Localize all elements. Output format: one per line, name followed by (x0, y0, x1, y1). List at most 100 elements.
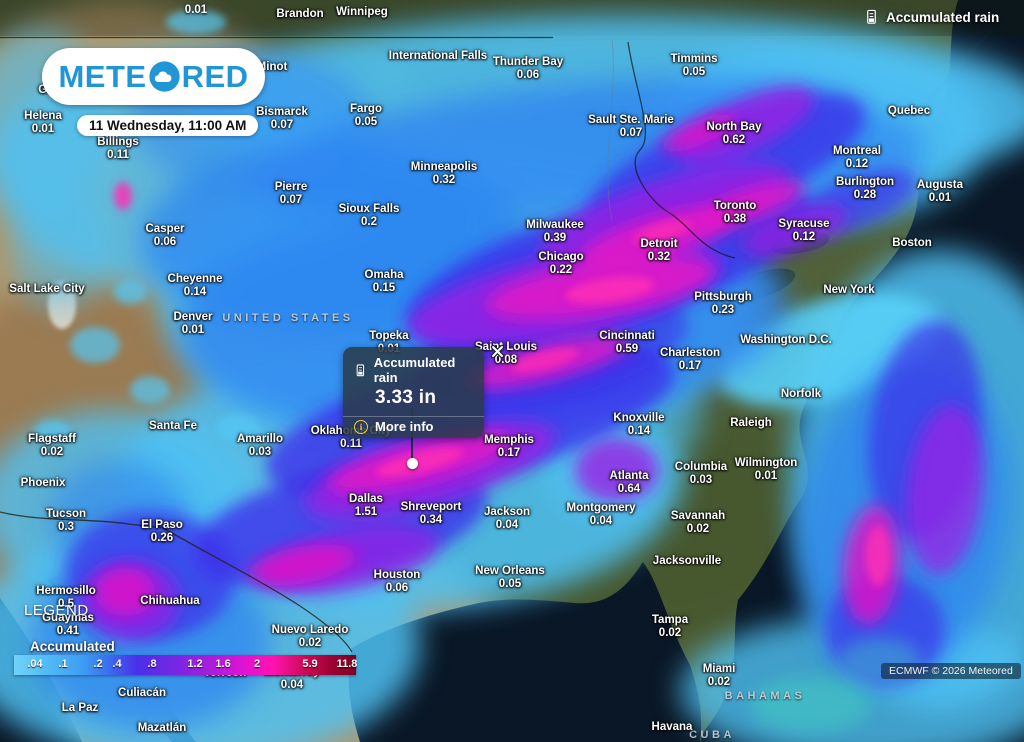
city-label: Bismarck 0.07 (256, 106, 308, 131)
city-name: Casper (145, 223, 185, 235)
timestamp-badge: 11 Wednesday, 11:00 AM (77, 115, 259, 136)
meteored-logo[interactable]: METE RED (42, 48, 265, 105)
city-name: Boston (892, 237, 932, 249)
selected-point-marker[interactable] (406, 457, 418, 469)
city-rain-value: 0.05 (498, 577, 522, 590)
city-label: Miami 0.02 (703, 663, 736, 688)
city-name: Denver (173, 311, 213, 323)
city-label: Billings 0.11 (97, 136, 139, 161)
country-label: BAHAMAS (724, 690, 806, 702)
legend-tick: .2 (93, 658, 103, 670)
layer-indicator[interactable]: Accumulated rain (864, 9, 999, 25)
city-name: Topeka (369, 330, 409, 342)
city-name: North Bay (706, 121, 762, 133)
city-label: Shreveport 0.34 (401, 501, 462, 526)
rain-value: 0.01 (184, 4, 208, 16)
city-label: Quebec (888, 105, 930, 118)
cursor-icon (490, 344, 505, 359)
city-rain-value: 0.06 (385, 581, 409, 594)
city-label: Cincinnati 0.59 (599, 330, 655, 355)
city-name: La Paz (61, 702, 99, 714)
city-name: Norfolk (780, 388, 822, 400)
city-rain-value: 0.12 (792, 230, 816, 243)
more-info-button[interactable]: i More info (343, 416, 484, 438)
city-name: Atlanta (609, 470, 649, 482)
city-label: North Bay 0.62 (707, 121, 762, 146)
city-name: Savannah (670, 510, 726, 522)
city-label: Casper 0.06 (146, 223, 185, 248)
city-name: Houston (373, 569, 421, 581)
city-rain-value: 0.26 (150, 531, 174, 544)
city-label: Tampa 0.02 (652, 614, 688, 639)
legend-tick: .4 (112, 658, 122, 670)
city-name: Raleigh (730, 417, 772, 429)
city-name: Omaha (364, 269, 404, 281)
city-name: Sault Ste. Marie (588, 114, 674, 126)
city-rain-value: 0.17 (678, 359, 702, 372)
tooltip-main: Accumulated rain 3.33 in (343, 347, 484, 416)
city-label: Flagstaff 0.02 (28, 433, 76, 458)
city-rain-value: 0.07 (270, 118, 294, 131)
city-label: Charleston 0.17 (660, 347, 720, 372)
city-name: Thunder Bay (492, 56, 564, 68)
city-label: Sioux Falls 0.2 (339, 203, 400, 228)
city-name: Sioux Falls (338, 203, 400, 215)
city-rain-value: 0.17 (497, 446, 521, 459)
legend-heading: LEGEND (24, 602, 89, 619)
city-name: New Orleans (475, 565, 545, 577)
city-name: Saint Louis (475, 341, 537, 353)
city-name: Pierre (274, 181, 308, 193)
city-label: Burlington 0.28 (836, 176, 894, 201)
city-name: Toronto (713, 200, 757, 212)
city-label: Minneapolis 0.32 (411, 161, 477, 186)
city-name: Wilmington (734, 457, 798, 469)
city-label: Savannah 0.02 (671, 510, 725, 535)
city-rain-value: 1.51 (354, 505, 378, 518)
legend-tick: .8 (147, 658, 157, 670)
city-label: Memphis 0.17 (484, 434, 534, 459)
city-label: La Paz (62, 702, 98, 715)
logo-cloud-icon (148, 61, 180, 92)
city-rain-value: 0.02 (40, 445, 64, 458)
city-rain-value: 0.02 (686, 522, 710, 535)
city-label: Denver 0.01 (174, 311, 213, 336)
city-label: Nuevo Laredo 0.02 (272, 624, 349, 649)
city-label: Chicago 0.22 (538, 251, 583, 276)
city-label: Syracuse 0.12 (778, 218, 829, 243)
city-label: Washington D.C. (740, 334, 832, 347)
city-rain-value: 0.15 (372, 281, 396, 294)
city-rain-value: 0.32 (432, 173, 456, 186)
city-rain-value: 0.07 (279, 193, 303, 206)
city-rain-value: 0.32 (647, 250, 671, 263)
city-name: Winnipeg (336, 6, 388, 18)
city-name: Mazatlán (137, 722, 187, 734)
city-name: International Falls (388, 50, 488, 62)
city-name: Tampa (651, 614, 689, 626)
legend-color-bar: .04 .1 .2 .4 .8 1.2 1.6 2 5.9 11.8 (14, 655, 357, 675)
city-rain-value: 0.11 (107, 148, 129, 161)
city-rain-value: 0.04 (495, 518, 519, 531)
city-rain-value: 0.04 (280, 678, 304, 691)
city-name: Charleston (659, 347, 721, 359)
city-label: Columbia 0.03 (675, 461, 727, 486)
city-name: Memphis (484, 434, 534, 446)
city-name: Hermosillo (36, 585, 96, 597)
city-rain-value: 0.3 (57, 520, 74, 533)
city-name: Billings (97, 136, 139, 148)
city-label: Montreal 0.12 (833, 145, 881, 170)
city-label: New York (823, 284, 874, 297)
city-rain-value: 0.39 (543, 231, 567, 244)
city-label: El Paso 0.26 (141, 519, 183, 544)
city-name: Helena (24, 110, 62, 122)
map-tooltip: Accumulated rain 3.33 in i More info (343, 347, 484, 438)
city-name: Jacksonville (652, 555, 722, 567)
city-name: Jackson (483, 506, 531, 518)
city-rain-value: 0.01 (754, 469, 778, 482)
city-label: Mazatlán (138, 722, 187, 735)
city-label: Helena 0.01 (24, 110, 62, 135)
city-name: Miami (702, 663, 736, 675)
city-name: Dallas (349, 493, 383, 505)
city-name: Bismarck (256, 106, 308, 118)
info-icon: i (354, 419, 368, 434)
